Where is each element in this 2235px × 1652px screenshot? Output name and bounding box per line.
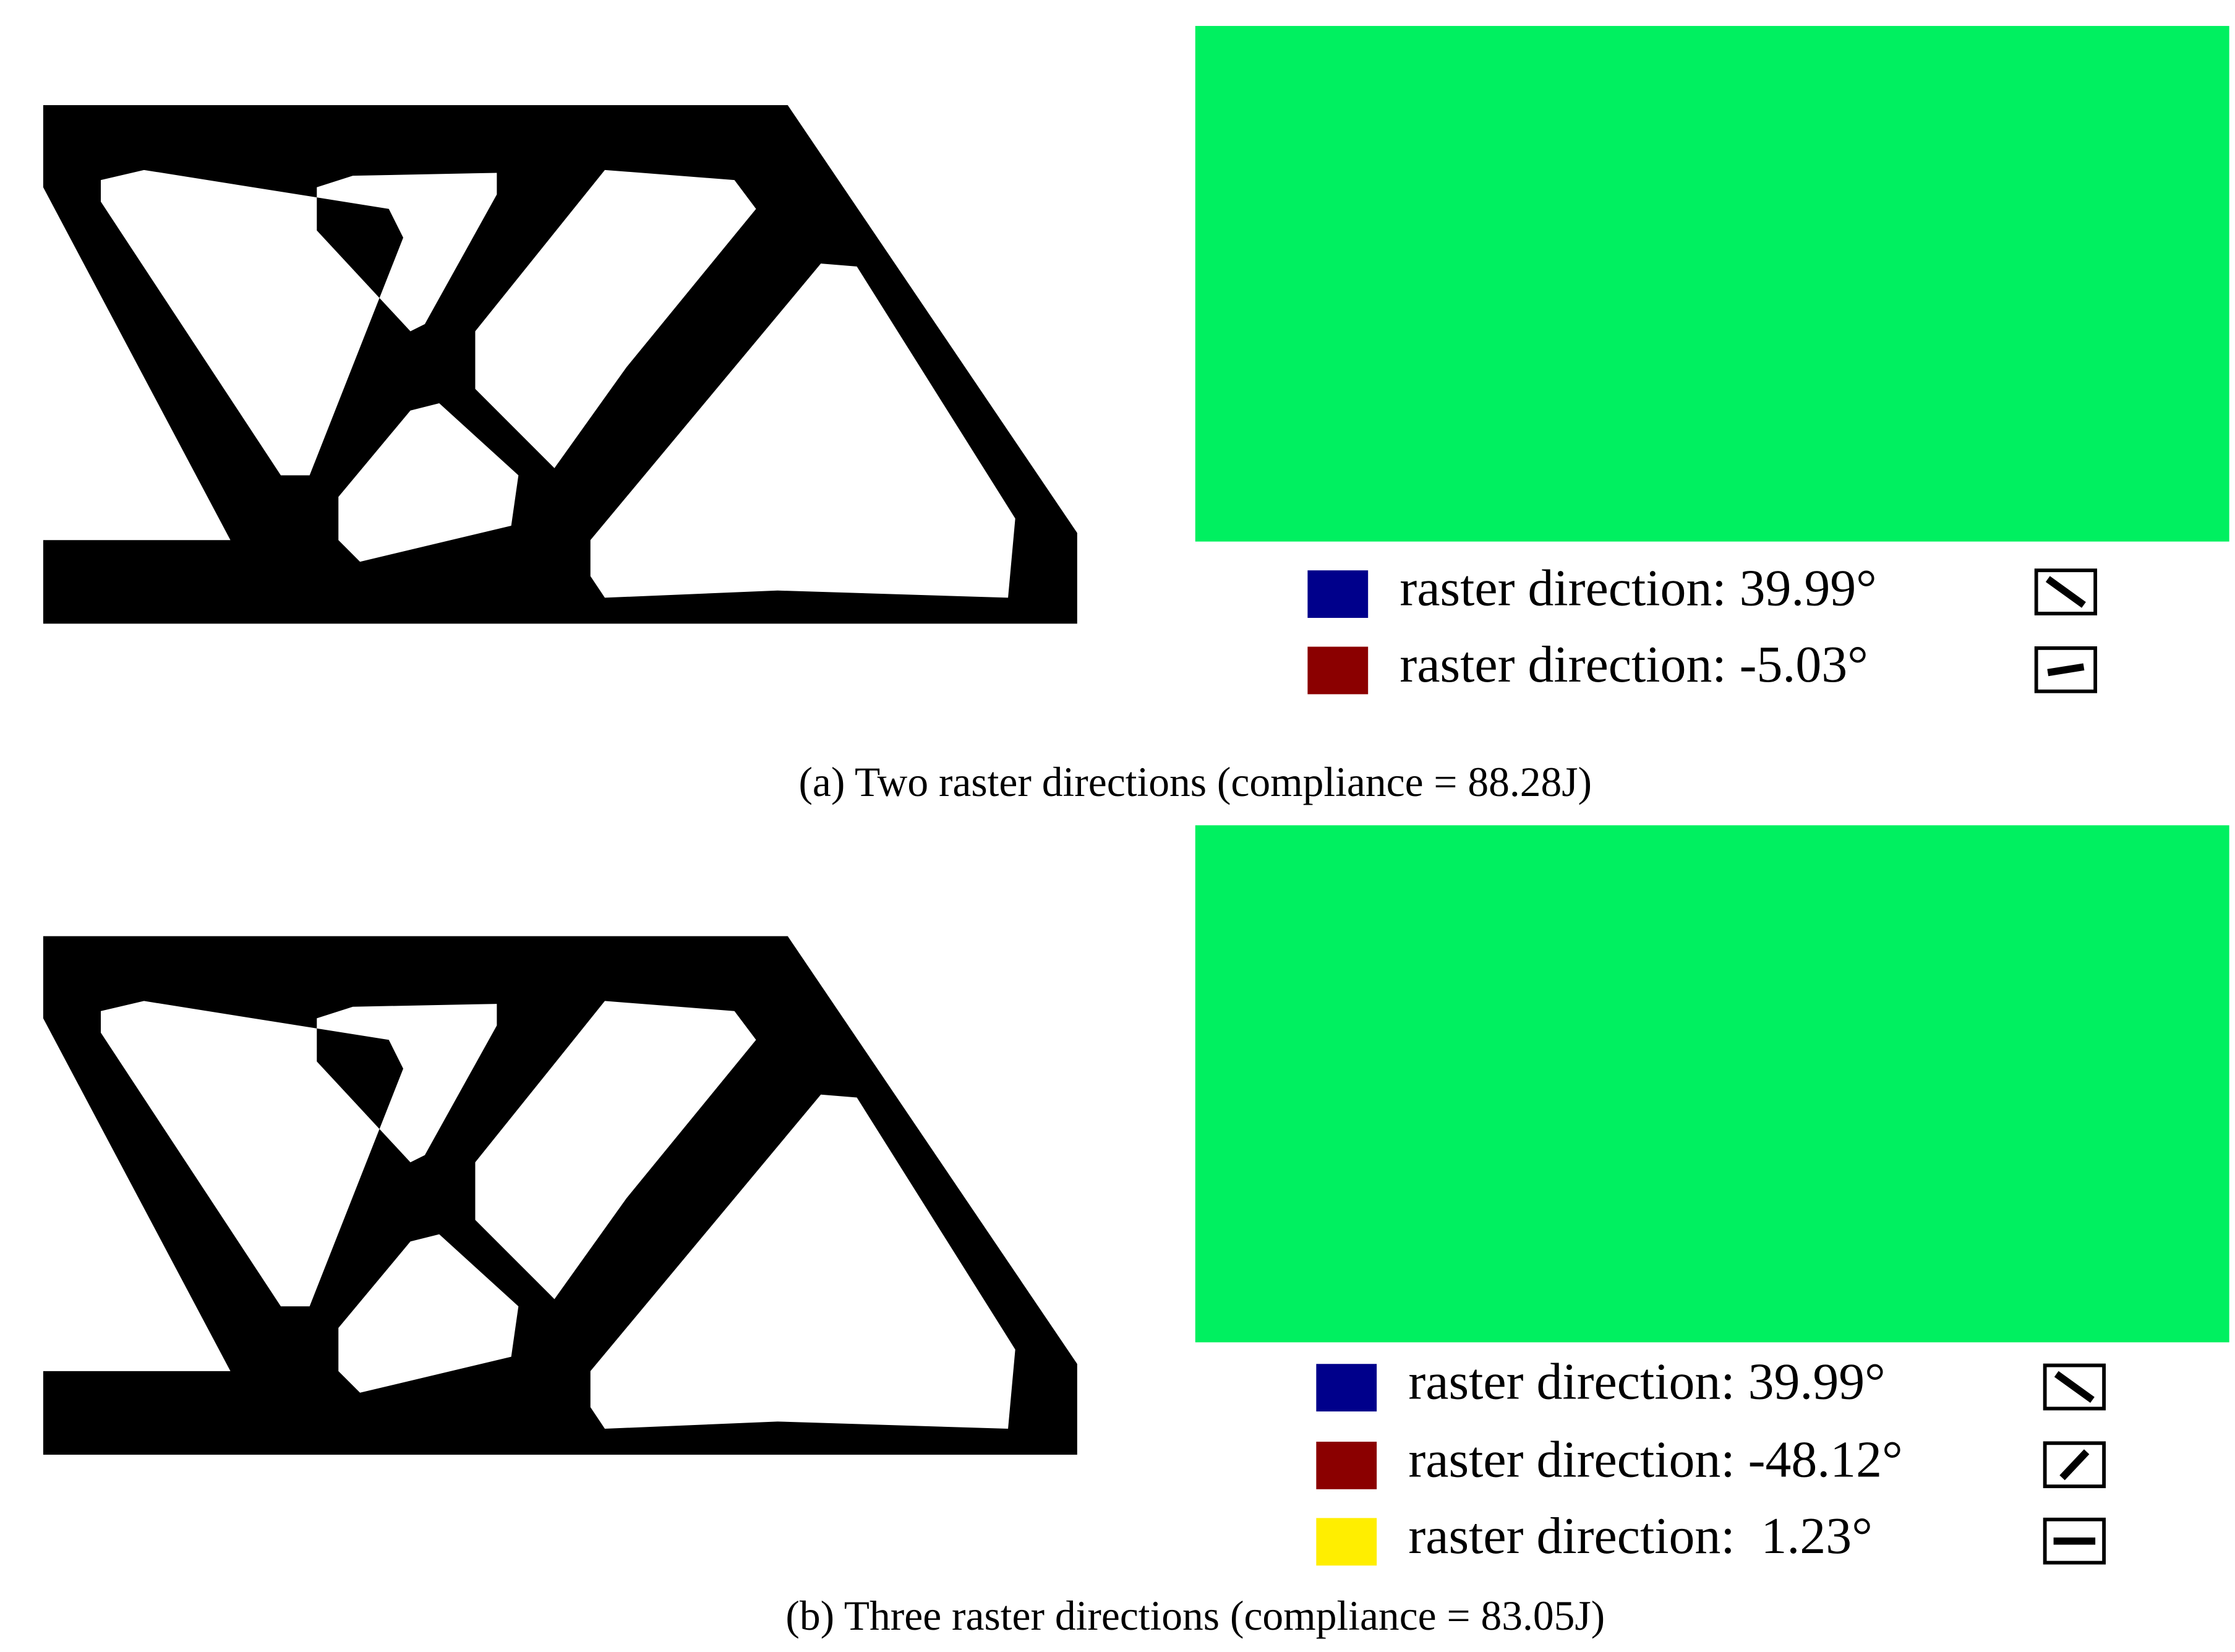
direction-stroke	[2045, 576, 2086, 608]
caption: (a) Two raster directions (compliance = …	[798, 759, 1592, 805]
legend-label: raster direction: 39.99°	[1408, 1353, 1885, 1411]
direction-stroke	[2047, 663, 2085, 677]
caption: (b) Three raster directions (compliance …	[785, 1593, 1605, 1639]
legend-swatch	[1316, 1518, 1377, 1566]
direction-stroke	[2054, 1371, 2095, 1403]
direction-stroke	[2059, 1449, 2090, 1481]
legend-swatch	[1316, 1441, 1377, 1489]
raster-map-b	[1195, 825, 2229, 1343]
legend-swatch	[1307, 570, 1369, 618]
raster-map-a	[1195, 25, 2229, 542]
direction-icon	[2034, 568, 2098, 615]
legend-label: raster direction: 39.99°	[1400, 560, 1876, 617]
legend-label: raster direction: -5.03°	[1400, 636, 1868, 693]
topology-b	[43, 936, 1077, 1455]
topology-a	[43, 105, 1077, 624]
legend-label: raster direction: 1.23°	[1408, 1507, 1872, 1565]
legend-label: raster direction: -48.12°	[1408, 1431, 1902, 1488]
legend-swatch	[1307, 646, 1369, 695]
legend-swatch	[1316, 1364, 1377, 1412]
